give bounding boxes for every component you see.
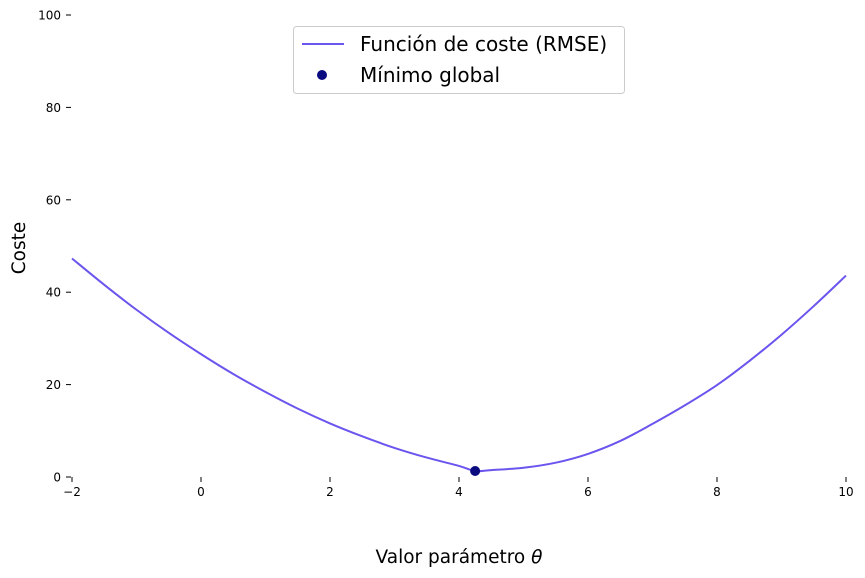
legend-marker-swatch [317,70,327,80]
y-tick-label: 60 [46,193,61,207]
global-minimum-point [470,465,481,476]
x-tick-label: 4 [455,485,463,499]
legend-label-global-minimum: Mínimo global [360,63,500,87]
legend-frame [293,26,625,94]
x-axis-label-symbol: θ [531,547,542,568]
x-tick-label: 0 [197,485,205,499]
y-tick-label: 0 [53,471,61,485]
x-axis-label-text: Valor parámetro [376,547,526,568]
y-tick-label: 80 [46,101,61,115]
cost-function-line [71,257,847,473]
y-tick-label: 20 [46,378,61,392]
plot-area [71,257,847,476]
x-tick-label: 8 [713,485,721,499]
x-tick-label: 2 [326,485,334,499]
x-tick-label: −2 [63,485,81,499]
x-tick-label: 10 [838,485,853,499]
x-axis-label: Valor parámetro θ [376,547,543,568]
legend: Función de coste (RMSE) Mínimo global [293,26,625,94]
y-tick-label: 40 [46,286,61,300]
y-tick-label: 100 [38,9,61,23]
x-tick-label: 6 [584,485,592,499]
legend-label-cost-function: Función de coste (RMSE) [360,32,607,56]
x-axis: −2 0 2 4 6 8 10 [63,477,854,499]
y-axis-label: Coste [9,222,30,275]
y-axis: 0 20 40 60 80 100 [38,9,71,485]
